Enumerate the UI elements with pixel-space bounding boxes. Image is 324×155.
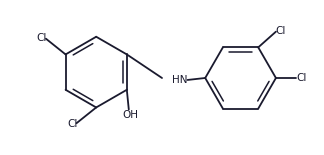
Text: OH: OH: [123, 110, 139, 120]
Text: Cl: Cl: [67, 119, 78, 129]
Text: Cl: Cl: [37, 33, 47, 43]
Text: HN: HN: [172, 75, 187, 85]
Text: Cl: Cl: [276, 26, 286, 36]
Text: Cl: Cl: [296, 73, 307, 83]
